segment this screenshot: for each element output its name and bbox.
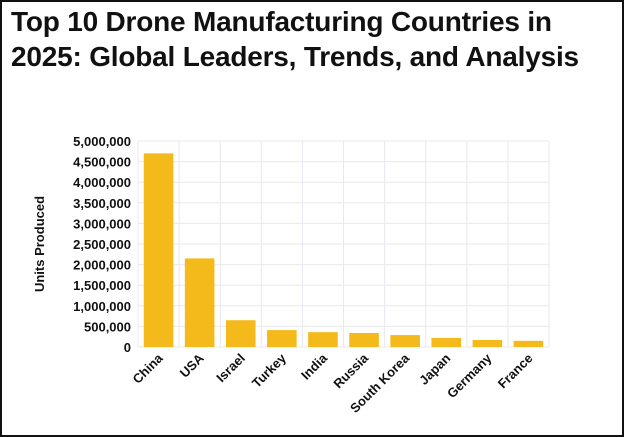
bar-south-korea <box>390 335 420 347</box>
y-tick-label: 4,500,000 <box>73 155 131 170</box>
bar-india <box>308 332 338 347</box>
x-tick-label: Turkey <box>249 350 290 391</box>
bar-usa <box>184 258 215 347</box>
x-tick-label: Germany <box>444 350 495 401</box>
y-tick-label: 500,000 <box>84 319 131 334</box>
x-tick-label: France <box>495 351 536 392</box>
x-tick-label: USA <box>177 350 207 380</box>
y-tick-label: 2,000,000 <box>73 258 131 273</box>
y-tick-label: 1,500,000 <box>73 278 131 293</box>
x-tick-label: Japan <box>416 350 453 387</box>
y-tick-label: 1,000,000 <box>73 299 131 314</box>
y-tick-label: 2,500,000 <box>73 237 131 252</box>
bar-turkey <box>267 330 297 347</box>
bars <box>143 153 544 347</box>
x-tick-label: China <box>130 350 167 387</box>
y-tick-label: 0 <box>124 340 131 355</box>
bar-france <box>513 340 544 347</box>
x-tick-label: Israel <box>213 351 248 386</box>
x-tick-label: Russia <box>330 350 371 391</box>
y-tick-label: 3,000,000 <box>73 216 131 231</box>
y-tick-label: 4,000,000 <box>73 175 131 190</box>
bar-russia <box>349 332 379 347</box>
y-tick-label: 5,000,000 <box>73 134 131 149</box>
bar-china <box>143 153 174 347</box>
y-axis-label: Units Produced <box>32 196 47 292</box>
bar-israel <box>225 320 256 347</box>
y-axis-ticks: 0 500,000 1,000,000 1,500,000 2,000,000 2,500… <box>73 134 131 355</box>
chart-title: Top 10 Drone Manufacturing Countries in … <box>11 6 579 72</box>
bar-germany <box>472 339 503 347</box>
bar-japan <box>431 337 462 347</box>
x-tick-label: India <box>298 350 331 383</box>
y-tick-label: 3,500,000 <box>73 196 131 211</box>
